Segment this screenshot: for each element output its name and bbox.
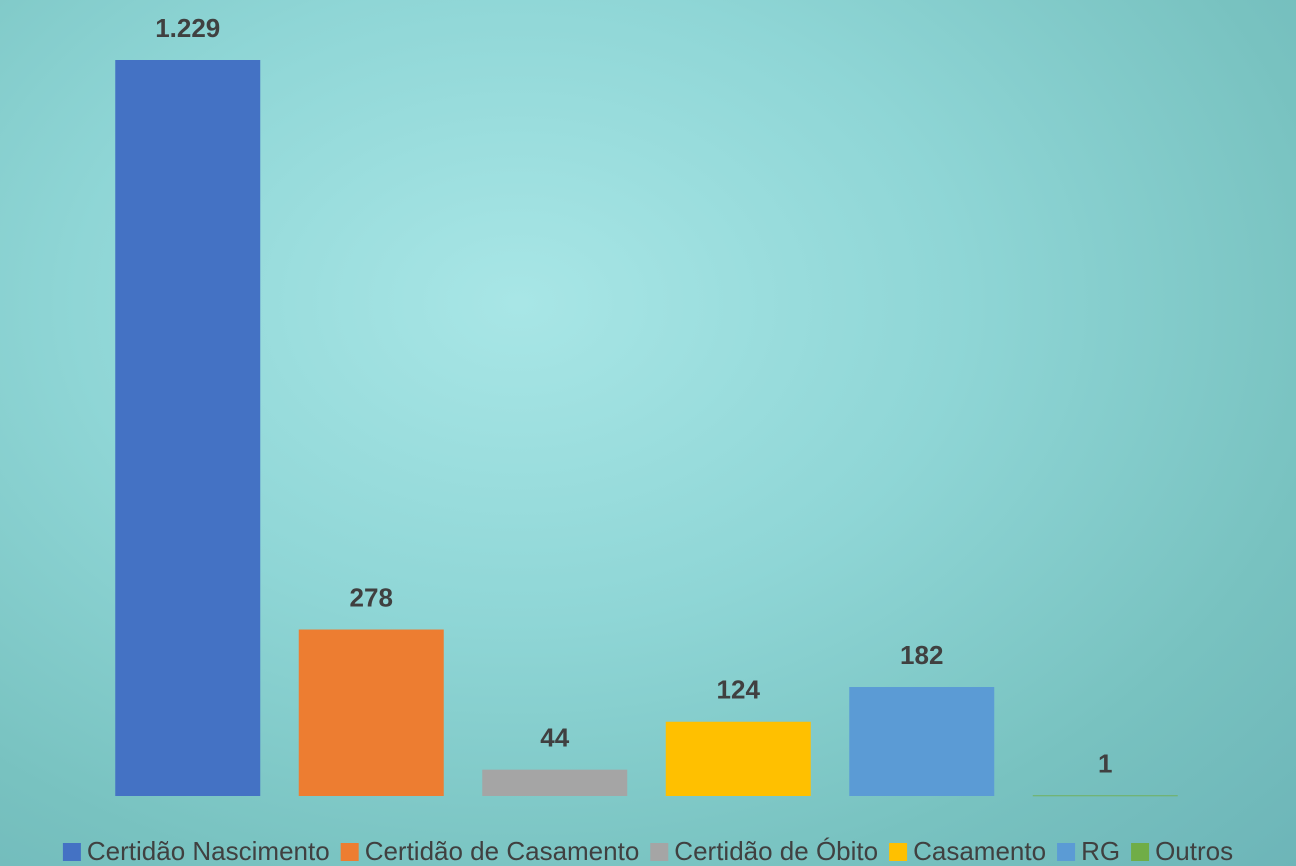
data-label: 44 bbox=[540, 723, 569, 753]
bar bbox=[298, 629, 444, 796]
data-label: 278 bbox=[350, 582, 393, 612]
bar bbox=[665, 721, 811, 796]
legend-label: Casamento bbox=[913, 836, 1046, 866]
legend-label: Certidão Nascimento bbox=[87, 836, 330, 866]
bar bbox=[115, 60, 261, 796]
bar bbox=[482, 769, 628, 796]
data-label: 182 bbox=[900, 640, 943, 670]
bar bbox=[1032, 795, 1178, 797]
legend-label: Certidão de Óbito bbox=[674, 836, 878, 866]
legend-swatch bbox=[1057, 843, 1076, 861]
legend-swatch bbox=[340, 843, 359, 861]
legend-label: Certidão de Casamento bbox=[365, 836, 640, 866]
legend-label: RG bbox=[1081, 836, 1120, 866]
legend-swatch bbox=[62, 843, 81, 861]
data-label: 124 bbox=[717, 675, 761, 705]
data-label: 1 bbox=[1098, 748, 1112, 778]
legend-swatch bbox=[889, 843, 908, 861]
bar bbox=[849, 687, 995, 796]
data-label: 1.229 bbox=[155, 13, 220, 43]
legend-swatch bbox=[650, 843, 669, 861]
legend-swatch bbox=[1131, 843, 1150, 861]
legend-label: Outros bbox=[1155, 836, 1233, 866]
